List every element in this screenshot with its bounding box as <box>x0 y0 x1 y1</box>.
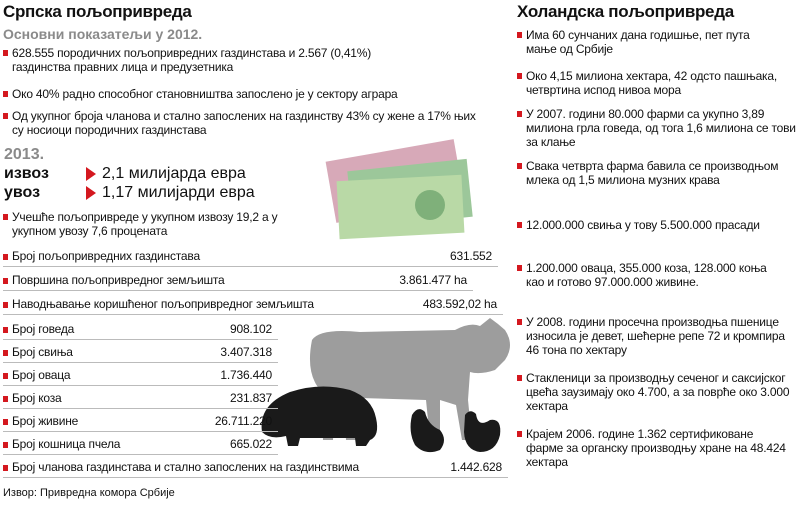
stat-row: Број говеда 908.102 <box>3 320 278 340</box>
money <box>325 139 473 240</box>
stat-row: Број живине 26.711.220 <box>3 412 278 432</box>
stat-label: Број говеда <box>12 322 75 336</box>
trade-label: извоз <box>4 165 49 182</box>
stat-value: 1.736.440 <box>220 368 272 382</box>
stat-label: Наводњавање коришћеног пољопривредног зе… <box>12 297 314 311</box>
stat-value: 908.102 <box>230 322 272 336</box>
stat-label: Број чланова газдинстава и стално запосл… <box>12 460 359 474</box>
arrow <box>86 167 96 181</box>
chicken <box>464 411 501 452</box>
stat-row: Број коза 231.837 <box>3 389 278 409</box>
stat-value: 26.711.220 <box>214 414 272 428</box>
year: 2013. <box>4 146 45 163</box>
pig <box>261 386 378 446</box>
bullet: Учешће пољопривреде у укупном извозу 19,… <box>3 210 312 238</box>
stat-value: 3.861.477 ha <box>399 273 467 287</box>
stat-value: 483.592,02 ha <box>422 297 497 311</box>
bullet: Стакленици за производњу сеченог и сакси… <box>517 371 796 413</box>
stat-value: 1.442.628 <box>450 460 502 474</box>
stat-row: Број чланова газдинстава и стално запосл… <box>3 458 508 478</box>
stat-row: Наводњавање коришћеног пољопривредног зе… <box>3 295 503 315</box>
chicken <box>410 409 444 453</box>
bullet: 628.555 породичних пољопривредних газдин… <box>3 46 412 74</box>
bullet: Има 60 сунчаних дана годишње, пет пута м… <box>517 28 781 56</box>
stat-label: Број живине <box>12 414 79 428</box>
bullet: 12.000.000 свиња у тову 5.500.000 прасад… <box>517 218 771 232</box>
stat-row: Број свиња 3.407.318 <box>3 343 278 363</box>
bullet: У 2007. години 80.000 фарми са укупно 3,… <box>517 107 800 149</box>
stat-value: 631.552 <box>450 249 492 263</box>
trade-value: 2,1 милијарда евра <box>102 165 246 182</box>
bullet: Од укупног броја чланова и стално запосл… <box>3 109 482 137</box>
stat-row: Број оваца 1.736.440 <box>3 366 278 386</box>
arrow <box>86 186 96 200</box>
stat-label: Број коза <box>12 391 62 405</box>
trade-value: 1,17 милијарди евра <box>102 184 255 201</box>
bullet: Крајем 2006. године 1.362 сертификоване … <box>517 427 791 469</box>
source: Извор: Привредна комора Србије <box>3 487 175 499</box>
stat-label: Број оваца <box>12 368 71 382</box>
bullet: 1.200.000 оваца, 355.000 коза, 128.000 к… <box>517 261 771 289</box>
trade-label: увоз <box>4 184 41 201</box>
stat-value: 3.407.318 <box>220 345 272 359</box>
left-subtitle: Основни показатељи у 2012. <box>3 26 203 42</box>
stat-label: Број кошница пчела <box>12 437 121 451</box>
stat-label: Број свиња <box>12 345 73 359</box>
bullet: У 2008. години просечна производња пшени… <box>517 315 796 357</box>
bullet: Око 4,15 милиона хектара, 42 одсто пашња… <box>517 69 796 97</box>
left-title: Српска пољопривреда <box>3 2 192 21</box>
bullet: Око 40% радно способног становништва зап… <box>3 87 492 101</box>
stat-row: Број пољопривредних газдинстава 631.552 <box>3 247 498 267</box>
stat-row: Површина пољопривредног земљишта 3.861.47… <box>3 271 473 291</box>
stat-label: Површина пољопривредног земљишта <box>12 273 225 287</box>
stat-label: Број пољопривредних газдинстава <box>12 249 200 263</box>
right-title: Холандска пољопривреда <box>517 2 734 21</box>
stat-value: 231.837 <box>230 391 272 405</box>
cow <box>309 318 510 440</box>
stat-row: Број кошница пчела 665.022 <box>3 435 278 455</box>
stat-value: 665.022 <box>230 437 272 451</box>
bullet: Свака четврта фарма бавила се производњо… <box>517 159 796 187</box>
